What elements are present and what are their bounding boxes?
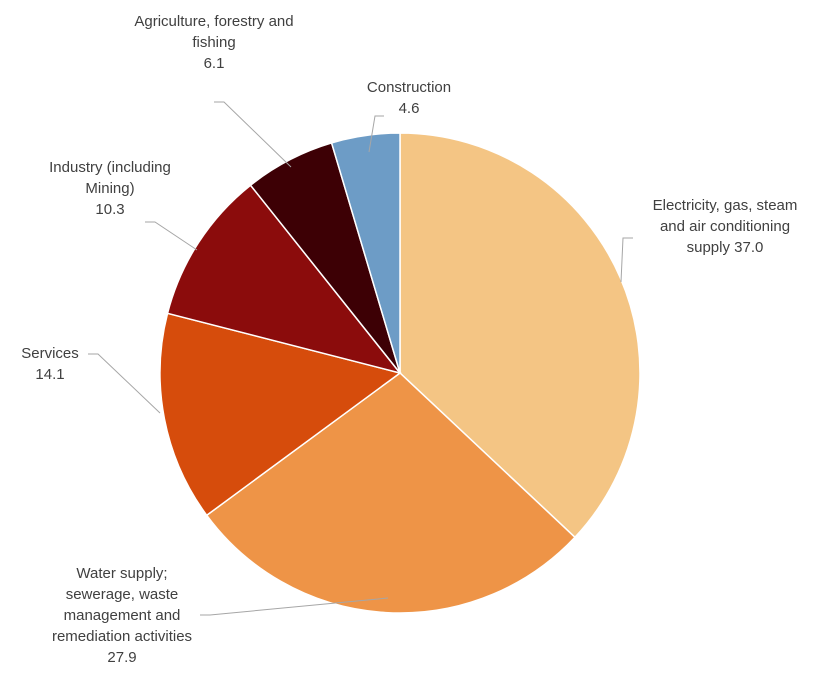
slice-labels: Electricity, gas, steam and air condition… [21, 13, 797, 666]
leader-line [88, 353, 161, 414]
leader-line [145, 221, 198, 251]
slice-label: Construction 4.6 [367, 79, 451, 117]
slice-label: Agriculture, forestry and fishing 6.1 [134, 13, 293, 72]
pie-slice [159, 312, 402, 517]
leader-line [214, 101, 292, 168]
slice-label: Services 14.1 [21, 345, 79, 383]
slice-label: Electricity, gas, steam and air condition… [653, 197, 798, 256]
pie-slice [399, 132, 641, 539]
slice-label-line: 6.1 [204, 55, 225, 72]
slice-label-line: and air conditioning [660, 218, 790, 235]
slice-label-line: management and [64, 607, 181, 624]
slice-label-line: 4.6 [399, 100, 420, 117]
slice-label-line: 14.1 [35, 366, 64, 383]
leader-line [368, 115, 384, 153]
slice-label-line: Construction [367, 79, 451, 96]
pie-slices [159, 132, 641, 614]
slice-label: Water supply; sewerage, waste management a… [52, 565, 192, 666]
leader-lines [88, 101, 633, 616]
slice-label-line: Services [21, 345, 79, 362]
slice-label: Industry (including Mining) 10.3 [49, 159, 171, 218]
slice-label-line: Agriculture, forestry and [134, 13, 293, 30]
slice-label-line: 10.3 [95, 201, 124, 218]
slice-label-line: supply 37.0 [687, 239, 764, 256]
slice-label-line: sewerage, waste [66, 586, 179, 603]
slice-label-line: Mining) [85, 180, 134, 197]
leader-line [620, 237, 633, 283]
pie-slice [166, 184, 402, 375]
slice-label-line: 27.9 [107, 649, 136, 666]
slice-label-line: remediation activities [52, 628, 192, 645]
slice-label-line: Electricity, gas, steam [653, 197, 798, 214]
slice-label-line: fishing [192, 34, 235, 51]
leader-line [200, 597, 389, 616]
pie-slice [205, 372, 577, 614]
slice-label-line: Industry (including [49, 159, 171, 176]
pie-slice [330, 132, 401, 374]
slice-label-line: Water supply; [76, 565, 167, 582]
